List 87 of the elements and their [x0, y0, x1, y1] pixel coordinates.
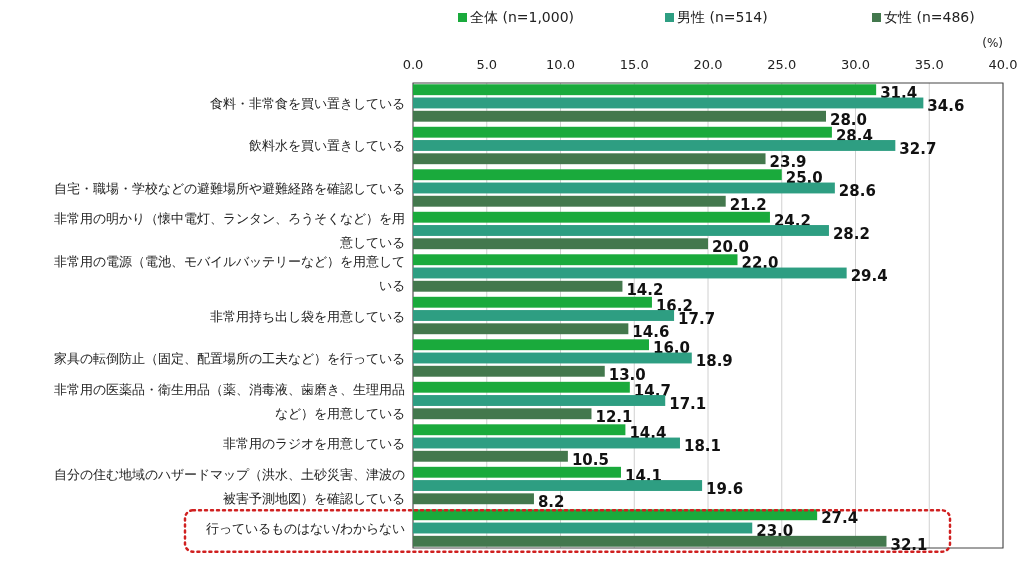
y-tick-label: 自宅・職場・学校などの避難場所や避難経路を確認している — [54, 180, 405, 196]
data-label: 14.2 — [626, 280, 664, 299]
bar — [413, 238, 708, 250]
bar — [413, 395, 666, 406]
bar — [413, 169, 782, 181]
data-label: 14.7 — [633, 381, 671, 400]
x-tick-label: 20.0 — [693, 57, 723, 72]
y-tick-label: 非常用の医薬品・衛生用品（薬、消毒液、歯磨き、生理用品など）を用意している — [54, 381, 405, 421]
x-tick-label: 5.0 — [476, 57, 498, 72]
text: (%) — [982, 36, 1003, 50]
data-label: 23.9 — [769, 153, 807, 172]
bar — [413, 97, 924, 109]
x-tick-label: 0.0 — [402, 57, 424, 72]
data-label: 18.9 — [695, 352, 733, 371]
bar — [413, 310, 675, 321]
bar — [413, 267, 847, 279]
bar — [413, 352, 692, 364]
y-tick-label: 自分の住む地域のハザードマップ（洪水、土砂災害、津波の被害予測地図）を確認している — [54, 466, 405, 506]
data-label: 34.6 — [927, 97, 965, 116]
bar — [413, 84, 877, 96]
legend-label: 女性 (n=486) — [884, 9, 975, 25]
y-tick-label: 家具の転倒防止（固定、配置場所の工夫など）を行っている — [54, 351, 405, 366]
data-label: 13.0 — [608, 365, 646, 384]
data-label: 32.1 — [890, 535, 928, 554]
data-label: 14.6 — [632, 323, 670, 342]
data-label: 8.2 — [537, 493, 565, 512]
bar — [413, 522, 753, 534]
bar — [413, 296, 652, 308]
bar — [413, 280, 623, 292]
bar — [413, 450, 568, 462]
bar — [413, 493, 534, 505]
bar — [413, 323, 629, 335]
data-label: 20.0 — [712, 238, 750, 257]
bar — [413, 408, 592, 420]
bar — [413, 535, 887, 547]
data-label: 17.1 — [669, 394, 707, 413]
x-tick-label: 30.0 — [841, 57, 870, 72]
y-tick-label: 食料・非常食を買い置きしている — [210, 95, 405, 111]
data-label: 31.4 — [880, 84, 918, 103]
bar — [413, 424, 626, 436]
y-tick-label: 非常用持ち出し袋を用意している — [210, 308, 405, 324]
bar — [413, 225, 829, 236]
x-tick-label: 40.0 — [988, 57, 1018, 72]
bar — [413, 140, 896, 151]
data-label: 28.2 — [832, 224, 870, 243]
bar — [413, 110, 826, 122]
y-tick-label: 非常用のラジオを用意している — [223, 436, 405, 452]
data-label: 25.0 — [785, 169, 823, 188]
data-label: 21.2 — [729, 195, 767, 214]
data-label: 28.0 — [830, 110, 868, 129]
y-tick-label: 非常用の電源（電池、モバイルバッテリーなど）を用意している — [54, 254, 405, 293]
data-label: 12.1 — [595, 408, 633, 427]
bar — [413, 437, 680, 449]
bar — [413, 153, 766, 165]
bar — [413, 480, 703, 491]
data-label: 18.1 — [683, 437, 721, 456]
data-label: 10.5 — [571, 450, 609, 469]
legend-label: 男性 (n=514) — [677, 9, 768, 25]
data-label: 16.0 — [653, 339, 691, 358]
data-label: 23.0 — [756, 522, 794, 541]
data-label: 22.0 — [741, 254, 779, 273]
bar — [413, 381, 630, 393]
data-label: 28.4 — [835, 126, 873, 145]
data-label: 28.6 — [838, 182, 876, 201]
x-tick-label: 15.0 — [619, 57, 649, 72]
data-label: 24.2 — [773, 211, 811, 230]
x-tick-label: 25.0 — [767, 57, 797, 72]
bar — [413, 365, 605, 377]
data-label: 14.4 — [629, 424, 667, 443]
y-tick-label: 行っているものはない/わからない — [205, 521, 405, 537]
bar — [413, 254, 738, 266]
data-label: 29.4 — [850, 267, 888, 286]
y-tick-label: 非常用の明かり（懐中電灯、ランタン、ろうそくなど）を用意している — [54, 211, 405, 251]
data-label: 19.6 — [706, 479, 744, 498]
bar — [413, 182, 835, 194]
data-label: 14.1 — [624, 466, 662, 485]
data-label: 32.7 — [899, 139, 937, 158]
data-label: 27.4 — [821, 509, 859, 528]
y-tick-label: 飲料水を買い置きしている — [249, 138, 405, 154]
bar — [413, 195, 726, 207]
bar — [413, 126, 832, 138]
bar — [413, 466, 621, 478]
x-tick-label: 10.0 — [546, 57, 575, 72]
legend-label: 全体 (n=1,000) — [470, 9, 575, 25]
x-tick-label: 35.0 — [914, 57, 944, 72]
bar — [413, 339, 649, 351]
bar — [413, 211, 770, 223]
